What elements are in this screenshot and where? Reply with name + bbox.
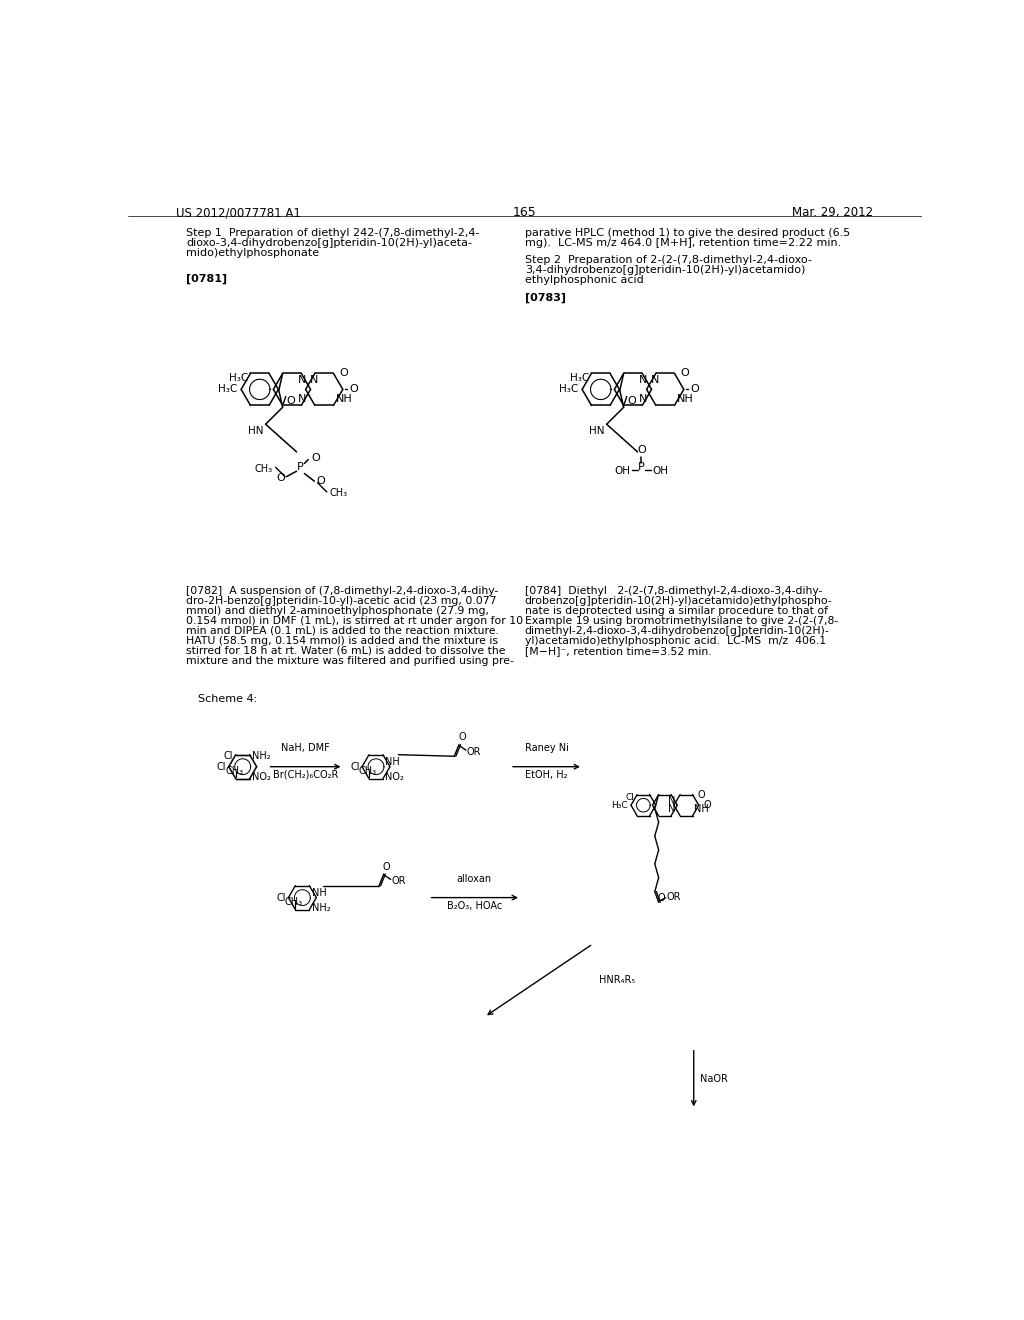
Text: H₃C: H₃C xyxy=(611,801,628,809)
Text: mg).  LC-MS m/z 464.0 [M+H], retention time=2.22 min.: mg). LC-MS m/z 464.0 [M+H], retention ti… xyxy=(524,238,841,248)
Text: N: N xyxy=(651,375,659,385)
Text: OR: OR xyxy=(467,747,481,756)
Text: HN: HN xyxy=(248,426,263,436)
Text: O: O xyxy=(628,396,636,407)
Text: [0781]: [0781] xyxy=(186,275,227,284)
Text: NO₂: NO₂ xyxy=(385,772,404,783)
Text: O: O xyxy=(316,477,325,486)
Text: NH₂: NH₂ xyxy=(252,751,270,762)
Text: US 2012/0077781 A1: US 2012/0077781 A1 xyxy=(176,206,301,219)
Text: 165: 165 xyxy=(513,206,537,219)
Text: O: O xyxy=(383,862,390,871)
Text: yl)acetamido)ethylphosphonic acid.  LC-MS  m/z  406.1: yl)acetamido)ethylphosphonic acid. LC-MS… xyxy=(524,636,826,645)
Text: 3,4-dihydrobenzo[g]pteridin-10(2H)-yl)acetamido): 3,4-dihydrobenzo[g]pteridin-10(2H)-yl)ac… xyxy=(524,264,805,275)
Text: O: O xyxy=(287,396,295,407)
Text: Example 19 using bromotrimethylsilane to give 2-(2-(7,8-: Example 19 using bromotrimethylsilane to… xyxy=(524,615,838,626)
Text: CH₃: CH₃ xyxy=(330,488,348,498)
Text: H₃C: H₃C xyxy=(229,374,248,383)
Text: H₃C: H₃C xyxy=(570,374,589,383)
Text: N: N xyxy=(668,796,676,807)
Text: O: O xyxy=(637,445,646,455)
Text: O: O xyxy=(311,453,321,463)
Text: NH: NH xyxy=(336,393,352,404)
Text: [0782]  A suspension of (7,8-dimethyl-2,4-dioxo-3,4-dihy-: [0782] A suspension of (7,8-dimethyl-2,4… xyxy=(186,586,499,595)
Text: NaOR: NaOR xyxy=(700,1073,728,1084)
Text: NO₂: NO₂ xyxy=(252,772,271,783)
Text: O: O xyxy=(657,892,665,903)
Text: Cl: Cl xyxy=(350,762,359,772)
Text: dioxo-3,4-dihydrobenzo[g]pteridin-10(2H)-yl)aceta-: dioxo-3,4-dihydrobenzo[g]pteridin-10(2H)… xyxy=(186,238,472,248)
Text: nate is deprotected using a similar procedure to that of: nate is deprotected using a similar proc… xyxy=(524,606,827,615)
Text: H₃C: H₃C xyxy=(218,384,238,395)
Text: [M−H]⁻, retention time=3.52 min.: [M−H]⁻, retention time=3.52 min. xyxy=(524,645,712,656)
Text: [0784]  Diethyl   2-(2-(7,8-dimethyl-2,4-dioxo-3,4-dihy-: [0784] Diethyl 2-(2-(7,8-dimethyl-2,4-di… xyxy=(524,586,822,595)
Text: ethylphosphonic acid: ethylphosphonic acid xyxy=(524,275,643,285)
Text: OH: OH xyxy=(614,466,631,477)
Text: min and DIPEA (0.1 mL) is added to the reaction mixture.: min and DIPEA (0.1 mL) is added to the r… xyxy=(186,626,499,636)
Text: O: O xyxy=(690,384,698,395)
Text: Cl: Cl xyxy=(217,762,226,772)
Text: B₂O₃, HOAc: B₂O₃, HOAc xyxy=(446,900,502,911)
Text: N: N xyxy=(639,375,647,385)
Text: O: O xyxy=(703,800,711,810)
Text: NH: NH xyxy=(677,393,693,404)
Text: Br(CH₂)₆CO₂R: Br(CH₂)₆CO₂R xyxy=(272,770,338,780)
Text: NH: NH xyxy=(311,888,327,898)
Text: parative HPLC (method 1) to give the desired product (6.5: parative HPLC (method 1) to give the des… xyxy=(524,227,850,238)
Text: drobenzo[g]pteridin-10(2H)-yl)acetamido)ethylphospho-: drobenzo[g]pteridin-10(2H)-yl)acetamido)… xyxy=(524,595,833,606)
Text: Raney Ni: Raney Ni xyxy=(524,743,568,752)
Text: Cl: Cl xyxy=(626,793,634,803)
Text: OH: OH xyxy=(652,466,669,477)
Text: 0.154 mmol) in DMF (1 mL), is stirred at rt under argon for 10: 0.154 mmol) in DMF (1 mL), is stirred at… xyxy=(186,615,523,626)
Text: EtOH, H₂: EtOH, H₂ xyxy=(525,770,567,780)
Text: P: P xyxy=(297,462,304,473)
Text: mido)ethylphosphonate: mido)ethylphosphonate xyxy=(186,248,319,257)
Text: P: P xyxy=(638,462,645,473)
Text: HATU (58.5 mg, 0.154 mmol) is added and the mixture is: HATU (58.5 mg, 0.154 mmol) is added and … xyxy=(186,636,498,645)
Text: Step 1  Preparation of diethyl 242-(7,8-dimethyl-2,4-: Step 1 Preparation of diethyl 242-(7,8-d… xyxy=(186,227,479,238)
Text: OR: OR xyxy=(391,876,406,886)
Text: mixture and the mixture was filtered and purified using pre-: mixture and the mixture was filtered and… xyxy=(186,656,514,665)
Text: O: O xyxy=(697,789,705,800)
Text: NH₂: NH₂ xyxy=(311,903,331,913)
Text: alloxan: alloxan xyxy=(457,874,492,884)
Text: dro-2H-benzo[g]pteridin-10-yl)-acetic acid (23 mg, 0.077: dro-2H-benzo[g]pteridin-10-yl)-acetic ac… xyxy=(186,595,497,606)
Text: NH: NH xyxy=(385,756,400,767)
Text: CH₃: CH₃ xyxy=(255,463,272,474)
Text: [0783]: [0783] xyxy=(524,293,566,304)
Text: N: N xyxy=(310,375,318,385)
Text: CH₃: CH₃ xyxy=(285,898,303,907)
Text: Mar. 29, 2012: Mar. 29, 2012 xyxy=(793,206,873,219)
Text: O: O xyxy=(681,368,689,379)
Text: N: N xyxy=(668,804,676,814)
Text: O: O xyxy=(349,384,357,395)
Text: dimethyl-2,4-dioxo-3,4-dihydrobenzo[g]pteridin-10(2H)-: dimethyl-2,4-dioxo-3,4-dihydrobenzo[g]pt… xyxy=(524,626,829,636)
Text: OR: OR xyxy=(667,892,681,902)
Text: HN: HN xyxy=(589,426,604,436)
Text: Cl: Cl xyxy=(276,892,286,903)
Text: N: N xyxy=(298,393,306,404)
Text: H₃C: H₃C xyxy=(559,384,579,395)
Text: CH₃: CH₃ xyxy=(358,767,377,776)
Text: O: O xyxy=(340,368,348,379)
Text: HNR₄R₅: HNR₄R₅ xyxy=(599,975,635,985)
Text: mmol) and diethyl 2-aminoethylphosphonate (27.9 mg,: mmol) and diethyl 2-aminoethylphosphonat… xyxy=(186,606,489,615)
Text: O: O xyxy=(458,733,466,742)
Text: CH₃: CH₃ xyxy=(225,767,244,776)
Text: stirred for 18 h at rt. Water (6 mL) is added to dissolve the: stirred for 18 h at rt. Water (6 mL) is … xyxy=(186,645,506,656)
Text: Scheme 4:: Scheme 4: xyxy=(198,693,257,704)
Text: Step 2  Preparation of 2-(2-(7,8-dimethyl-2,4-dioxo-: Step 2 Preparation of 2-(2-(7,8-dimethyl… xyxy=(524,255,812,264)
Text: N: N xyxy=(298,375,306,385)
Text: N: N xyxy=(639,393,647,404)
Text: NH: NH xyxy=(694,804,709,814)
Text: O: O xyxy=(276,473,285,483)
Text: Cl: Cl xyxy=(224,751,233,762)
Text: NaH, DMF: NaH, DMF xyxy=(282,743,330,752)
